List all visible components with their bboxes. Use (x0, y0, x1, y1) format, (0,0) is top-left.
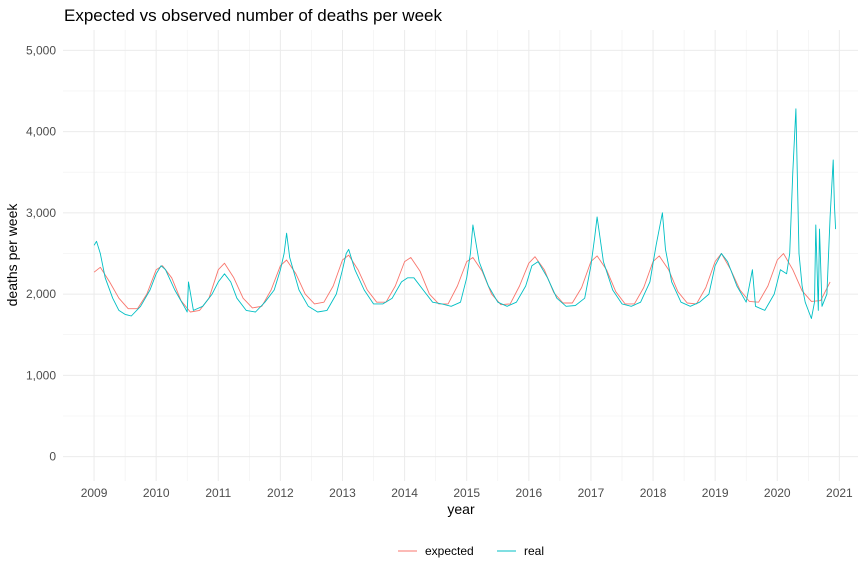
y-tick-label: 3,000 (26, 206, 56, 220)
x-axis-title: year (447, 501, 475, 517)
y-axis-title: deaths per week (4, 203, 20, 307)
x-tick-label: 2016 (515, 486, 542, 500)
x-axis-ticks: 2009 2010 2011 2012 2013 2014 2015 2016 2017 2018… (81, 486, 853, 500)
x-tick-label: 2010 (143, 486, 170, 500)
x-tick-label: 2013 (329, 486, 356, 500)
x-tick-label: 2009 (81, 486, 108, 500)
y-tick-label: 2,000 (26, 287, 56, 301)
x-tick-label: 2019 (702, 486, 729, 500)
y-axis-ticks: 0 1,000 2,000 3,000 4,000 5,000 (26, 43, 56, 463)
x-tick-label: 2011 (205, 486, 231, 500)
x-tick-label: 2014 (391, 486, 418, 500)
y-tick-label: 0 (49, 450, 56, 464)
x-tick-label: 2017 (578, 486, 605, 500)
y-tick-label: 5,000 (26, 43, 56, 57)
series-layer (93, 108, 837, 319)
x-tick-label: 2020 (764, 486, 791, 500)
legend-label-expected: expected (425, 544, 474, 558)
x-tick-label: 2021 (826, 486, 853, 500)
legend-label-real: real (524, 544, 544, 558)
x-tick-label: 2018 (640, 486, 667, 500)
y-tick-label: 4,000 (26, 125, 56, 139)
x-tick-label: 2015 (453, 486, 480, 500)
grid-lines (63, 30, 858, 481)
legend: expected real (398, 544, 544, 558)
x-tick-label: 2012 (267, 486, 294, 500)
series-line-real (93, 108, 837, 319)
y-tick-label: 1,000 (26, 368, 56, 382)
chart-title: Expected vs observed number of deaths pe… (64, 6, 442, 25)
series-line-expected (93, 253, 831, 313)
